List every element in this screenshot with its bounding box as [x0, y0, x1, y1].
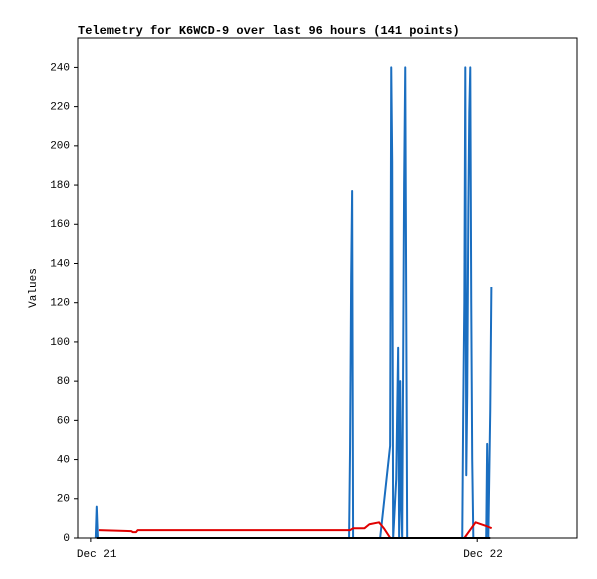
y-tick-label: 80: [57, 376, 70, 388]
y-tick-label: 100: [50, 337, 70, 349]
x-tick-label: Dec 21: [77, 549, 117, 561]
y-tick-label: 240: [50, 62, 70, 74]
y-tick-label: 200: [50, 141, 70, 153]
plot-border: [77, 37, 578, 539]
y-tick-label: 0: [63, 533, 70, 545]
y-tick-label: 60: [57, 415, 70, 427]
y-tick-label: 140: [50, 258, 70, 270]
y-tick-label: 40: [57, 454, 70, 466]
y-tick-label: 160: [50, 219, 70, 231]
y-tick-label: 180: [50, 180, 70, 192]
y-tick-label: 120: [50, 298, 70, 310]
y-tick-label: 220: [50, 102, 70, 114]
series-line: [94, 66, 493, 539]
series-line: [98, 521, 493, 539]
y-tick-label: 20: [57, 494, 70, 506]
x-tick-label: Dec 22: [463, 549, 503, 561]
chart-title: Telemetry for K6WCD-9 over last 96 hours…: [78, 24, 460, 38]
y-axis-label: Values: [28, 268, 40, 308]
